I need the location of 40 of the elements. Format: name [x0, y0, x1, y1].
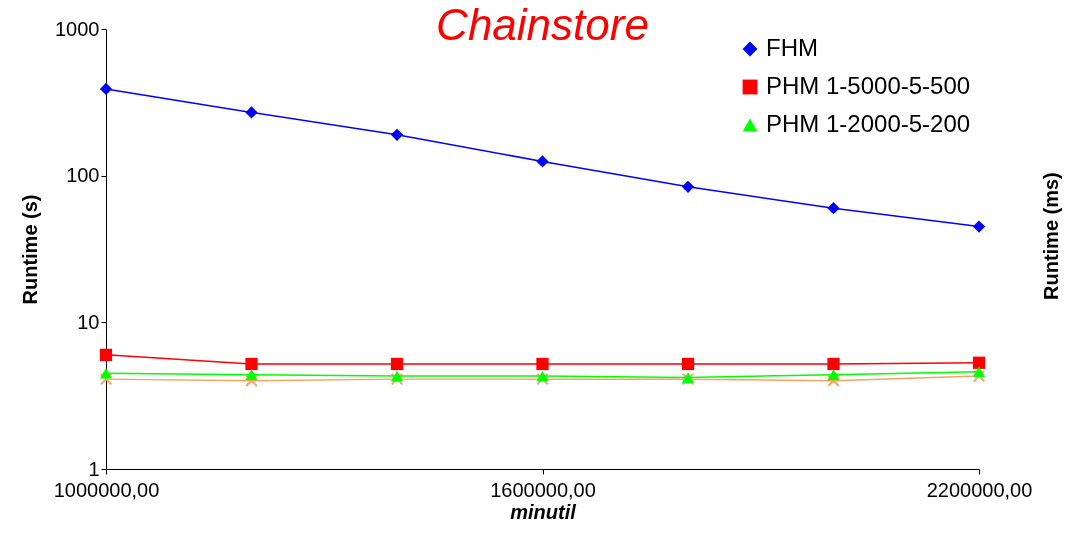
- point: [681, 357, 695, 371]
- point: [99, 82, 113, 96]
- point: [536, 372, 549, 386]
- point: [972, 369, 986, 383]
- point: [536, 357, 549, 371]
- y-tick-label: 1000: [55, 17, 100, 40]
- legend-label: PHM 1-2000-5-200: [766, 110, 971, 137]
- y-tick-label: 1: [88, 457, 100, 480]
- point: [827, 357, 840, 371]
- point: [536, 155, 549, 168]
- point: [245, 357, 258, 371]
- point: [972, 366, 986, 378]
- point: [99, 348, 113, 361]
- y-axis-title: Runtime (s): [19, 194, 42, 305]
- point: [827, 369, 840, 380]
- x-tick-label: 2200000,00: [926, 478, 1033, 501]
- y-tick-label: 10: [77, 310, 100, 333]
- chart-title: Chainstore: [436, 0, 649, 49]
- point: [245, 369, 258, 380]
- y-tick-label: 100: [66, 164, 100, 187]
- point: [972, 220, 986, 233]
- point: [827, 202, 840, 215]
- point: [827, 374, 840, 387]
- text: Runtime (ms): [1040, 172, 1063, 300]
- point: [390, 370, 404, 382]
- point: [536, 370, 549, 382]
- x-axis-title: minutil: [510, 500, 577, 523]
- point: [245, 374, 258, 387]
- point: [681, 180, 695, 193]
- point: [972, 356, 986, 369]
- x-tick-label: 1600000,00: [490, 478, 596, 501]
- point: [99, 367, 113, 379]
- point: [390, 357, 404, 371]
- point: [99, 372, 113, 386]
- point: [245, 106, 258, 119]
- point: [390, 128, 404, 141]
- legend-label: PHM 1-5000-5-500: [766, 72, 971, 99]
- point: [390, 372, 404, 386]
- x-tick-label: 1000000,00: [53, 478, 160, 501]
- legend-label: FHM: [766, 34, 818, 61]
